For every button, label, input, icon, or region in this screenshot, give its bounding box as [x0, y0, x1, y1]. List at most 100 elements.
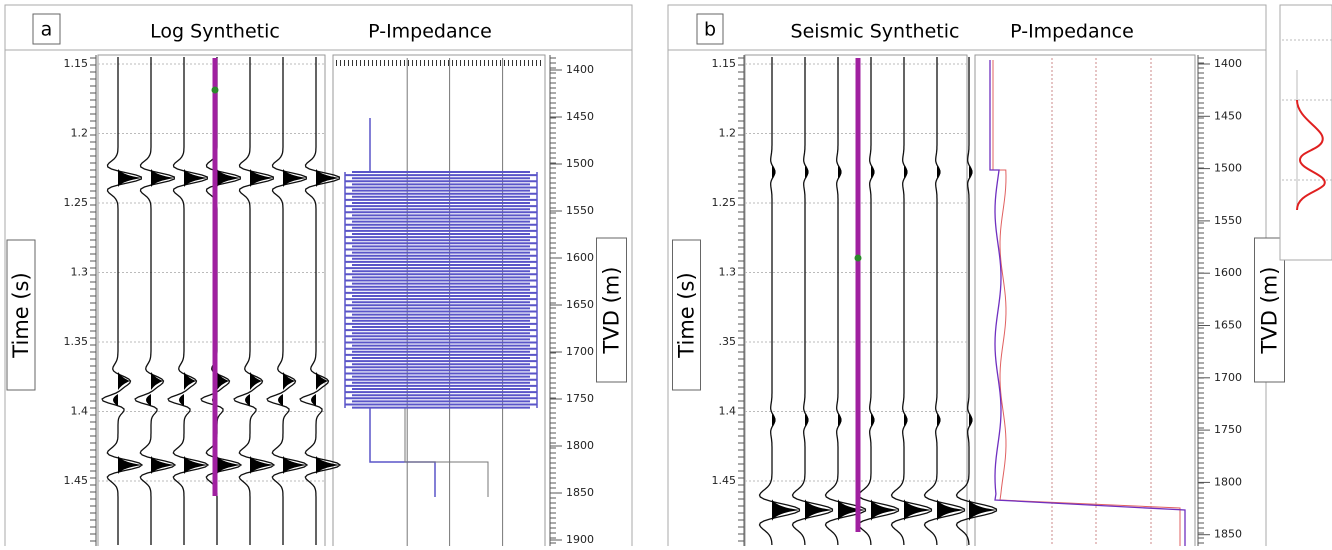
depth-tick-label: 1550 — [566, 204, 594, 217]
wiggle-trace — [857, 57, 900, 546]
side-curve — [1296, 99, 1326, 211]
depth-tick-label: 1650 — [1214, 319, 1242, 332]
label-box — [32, 13, 61, 45]
time-tick-label: 1.3 — [71, 266, 89, 279]
depth-tick-label: 1700 — [1214, 371, 1242, 384]
time-tick-label: 1.3 — [719, 266, 737, 279]
depth-tick-label: 1750 — [1214, 423, 1242, 436]
wiggle-fill — [969, 414, 973, 426]
time-tick-label: 1.45 — [712, 474, 737, 487]
time-tick-label: 1.2 — [719, 127, 737, 140]
depth-tick-label: 1800 — [1214, 475, 1242, 488]
panel-label: a — [41, 19, 53, 41]
axis-title: TVD (m) — [1258, 267, 1282, 355]
time-tick-label: 1.4 — [719, 405, 737, 418]
time-tick-label: 1.25 — [712, 196, 737, 209]
wiggle-fill — [283, 372, 295, 390]
depth-tick-label: 1600 — [566, 251, 594, 264]
wiggle-fill — [217, 456, 241, 474]
wiggle-fill — [838, 499, 866, 521]
wiggle-fill — [772, 414, 776, 426]
depth-tick-label: 1800 — [566, 439, 594, 452]
impedance-log — [404, 408, 489, 497]
label-box — [696, 13, 724, 45]
wiggle-trace — [758, 57, 801, 546]
wiggle-fill — [250, 169, 274, 187]
wiggle-fill — [278, 394, 283, 406]
wiggle-fill — [904, 499, 932, 521]
track — [332, 54, 546, 550]
axis-title-box — [6, 239, 36, 391]
track — [974, 54, 1196, 550]
wiggle-fill — [904, 166, 908, 178]
wiggle-fill — [805, 499, 833, 521]
wiggle-fill — [772, 499, 800, 521]
depth-tick-label: 1650 — [566, 298, 594, 311]
wiggle-trace — [266, 57, 309, 545]
axis-title: TVD (m) — [600, 267, 624, 355]
marker — [854, 254, 862, 262]
wiggle-fill — [316, 456, 340, 474]
depth-tick-label: 1700 — [566, 345, 594, 358]
impedance-log — [992, 60, 1181, 546]
time-tick-label: 1.15 — [712, 57, 737, 70]
wiggle-trace — [955, 57, 998, 546]
wiggle-fill — [937, 166, 941, 178]
depth-tick-label: 1550 — [1214, 214, 1242, 227]
wiggle-fill — [118, 372, 130, 390]
depth-tick-label: 1750 — [566, 392, 594, 405]
side-panel — [1279, 4, 1332, 261]
track-title: Seismic Synthetic — [791, 21, 960, 43]
wiggle-fill — [969, 166, 973, 178]
wiggle-trace — [791, 57, 834, 546]
time-tick-label: 1.25 — [64, 196, 89, 209]
wiggle-fill — [937, 414, 941, 426]
depth-tick-label: 1500 — [566, 157, 594, 170]
wiggle-fill — [250, 456, 274, 474]
wiggle-fill — [184, 456, 208, 474]
depth-axis-title: TVD (m) — [1254, 237, 1285, 383]
depth-tick-label: 1450 — [566, 110, 594, 123]
wiggle-fill — [316, 169, 340, 187]
axis-title-box — [596, 237, 627, 383]
axis-title: Time (s) — [675, 272, 699, 358]
time-tick-label: .35 — [719, 335, 737, 348]
impedance-log — [989, 60, 1186, 546]
depth-tick-label: 1400 — [566, 63, 594, 76]
wiggle-trace — [824, 57, 867, 546]
track-title: P-Impedance — [1010, 21, 1134, 43]
depth-tick-label: 1450 — [1214, 109, 1242, 122]
depth-tick-label: 1850 — [566, 486, 594, 499]
wiggle-fill — [316, 372, 328, 390]
wiggle-fill — [772, 166, 776, 178]
track-title: P-Impedance — [368, 21, 492, 43]
wiggle-fill — [871, 166, 875, 178]
wiggle-fill — [904, 414, 908, 426]
wiggle-fill — [283, 456, 307, 474]
wiggle-fill — [250, 372, 262, 390]
wiggle-fill — [311, 394, 316, 406]
wiggle-fill — [118, 169, 142, 187]
marker — [211, 86, 219, 94]
track-title: Log Synthetic — [150, 21, 280, 43]
wiggle-fill — [838, 166, 842, 178]
wiggle-fill — [969, 499, 997, 521]
time-tick-label: 1.2 — [71, 127, 89, 140]
wiggle-fill — [179, 394, 184, 406]
wiggle-fill — [146, 394, 151, 406]
wiggle-trace — [167, 57, 210, 545]
wiggle-fill — [245, 394, 250, 406]
impedance-hatch — [345, 171, 537, 409]
axis-title-box — [1254, 237, 1285, 383]
wiggle-fill — [217, 169, 241, 187]
time-tick-label: 1.15 — [64, 57, 89, 70]
wiggle-trace — [923, 57, 966, 546]
axis-title-box — [672, 239, 701, 391]
wiggle-trace — [890, 57, 933, 546]
wiggle-fill — [151, 169, 175, 187]
track — [97, 54, 326, 550]
impedance-edges — [344, 172, 538, 408]
wiggle-fill — [184, 372, 196, 390]
time-tick-label: 1.45 — [64, 474, 89, 487]
